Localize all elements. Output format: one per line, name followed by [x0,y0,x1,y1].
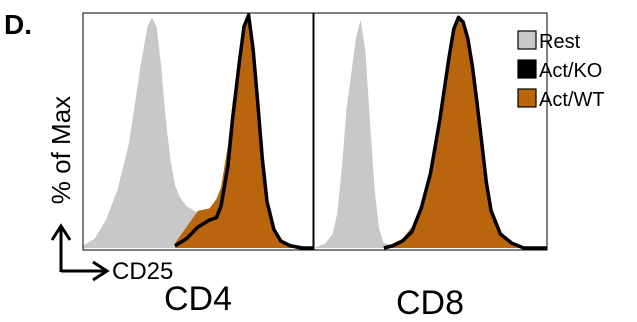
cd4-plot-frame [82,12,314,251]
cd4-act-ko-line [174,13,313,250]
cd4-rest-area [83,17,313,248]
x-axis-arrow-head [92,260,110,282]
cd8-rest-area [314,19,547,249]
legend-label-rest: Rest [539,31,581,53]
y-axis-arrow-head [50,223,72,241]
legend-item-rest: Rest [517,30,581,53]
legend-swatch-act-wt [517,88,537,108]
cd4-title: CD4 [164,280,232,318]
legend-swatch-rest [517,30,537,50]
cd4-marks [83,13,313,250]
x-axis-label: CD25 [112,258,173,285]
cd4-act-wt-area [175,19,313,249]
legend-label-act-ko: Act/KO [539,60,602,82]
cd8-marks [314,15,547,250]
histogram-panel-cd8: CD8 [313,12,548,322]
legend: Rest Act/KO Act/WT [517,30,605,111]
cd8-act-wt-area [383,17,547,248]
cd8-plot-frame [313,12,548,251]
y-axis-label: % of Max [46,96,76,204]
cd8-act-ko-line [383,15,547,250]
histogram-panel-cd4: CD4 [82,12,314,318]
legend-swatch-act-ko [517,59,537,79]
legend-label-act-wt: Act/WT [539,89,605,111]
legend-item-act-ko: Act/KO [517,59,602,82]
panel-letter: D. [4,9,32,40]
cd8-title: CD8 [396,284,464,322]
legend-item-act-wt: Act/WT [517,88,605,111]
axis-arrows [50,223,110,282]
